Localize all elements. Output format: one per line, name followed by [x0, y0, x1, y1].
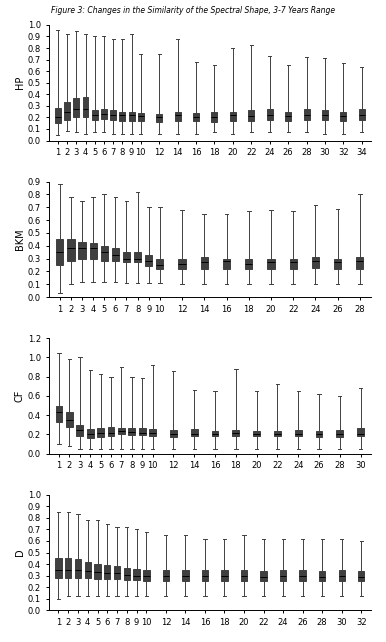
PathPatch shape [290, 259, 297, 269]
PathPatch shape [253, 431, 260, 437]
PathPatch shape [92, 110, 98, 120]
PathPatch shape [174, 112, 181, 121]
PathPatch shape [163, 570, 169, 582]
PathPatch shape [245, 259, 252, 269]
PathPatch shape [312, 257, 319, 268]
Y-axis label: CF: CF [15, 390, 25, 402]
PathPatch shape [267, 259, 274, 269]
PathPatch shape [134, 252, 141, 263]
PathPatch shape [66, 412, 73, 427]
PathPatch shape [114, 566, 120, 579]
PathPatch shape [67, 239, 74, 261]
PathPatch shape [123, 252, 130, 263]
PathPatch shape [223, 259, 230, 269]
PathPatch shape [65, 559, 71, 578]
PathPatch shape [97, 428, 104, 437]
PathPatch shape [170, 429, 177, 437]
Y-axis label: D: D [15, 549, 25, 557]
PathPatch shape [118, 428, 125, 435]
PathPatch shape [138, 113, 144, 121]
PathPatch shape [83, 96, 88, 117]
PathPatch shape [303, 109, 310, 120]
PathPatch shape [334, 259, 341, 269]
PathPatch shape [230, 112, 236, 121]
PathPatch shape [261, 571, 267, 582]
PathPatch shape [232, 429, 239, 437]
PathPatch shape [101, 109, 107, 119]
Y-axis label: BKM: BKM [15, 229, 25, 250]
PathPatch shape [143, 570, 149, 582]
PathPatch shape [124, 568, 130, 580]
PathPatch shape [156, 259, 163, 269]
PathPatch shape [340, 112, 346, 121]
PathPatch shape [356, 257, 364, 269]
PathPatch shape [55, 108, 61, 123]
PathPatch shape [129, 112, 135, 121]
PathPatch shape [75, 559, 81, 578]
PathPatch shape [76, 425, 83, 437]
PathPatch shape [149, 429, 156, 437]
PathPatch shape [87, 429, 94, 438]
PathPatch shape [358, 571, 364, 582]
PathPatch shape [212, 431, 218, 437]
PathPatch shape [119, 112, 125, 121]
PathPatch shape [182, 570, 189, 582]
PathPatch shape [85, 562, 91, 578]
PathPatch shape [339, 570, 345, 582]
PathPatch shape [108, 427, 114, 437]
PathPatch shape [316, 431, 322, 437]
PathPatch shape [212, 112, 217, 122]
PathPatch shape [73, 98, 79, 117]
PathPatch shape [319, 571, 325, 582]
PathPatch shape [295, 429, 301, 437]
PathPatch shape [64, 102, 70, 120]
PathPatch shape [202, 570, 208, 582]
PathPatch shape [139, 428, 146, 435]
PathPatch shape [145, 255, 152, 266]
PathPatch shape [78, 242, 86, 259]
PathPatch shape [274, 431, 281, 437]
PathPatch shape [193, 113, 199, 121]
PathPatch shape [104, 565, 110, 579]
Text: Figure 3: Changes in the Similarity of the Spectral Shape, 3-7 Years Range: Figure 3: Changes in the Similarity of t… [51, 6, 335, 15]
PathPatch shape [300, 570, 306, 582]
PathPatch shape [241, 570, 247, 582]
PathPatch shape [55, 559, 62, 578]
PathPatch shape [201, 257, 208, 269]
PathPatch shape [337, 429, 343, 437]
PathPatch shape [322, 110, 328, 120]
PathPatch shape [101, 246, 108, 261]
PathPatch shape [178, 259, 186, 269]
PathPatch shape [134, 569, 140, 580]
PathPatch shape [359, 109, 365, 120]
PathPatch shape [94, 564, 101, 579]
PathPatch shape [129, 428, 135, 435]
PathPatch shape [156, 114, 162, 122]
PathPatch shape [280, 570, 286, 582]
PathPatch shape [285, 112, 291, 121]
PathPatch shape [56, 239, 63, 265]
PathPatch shape [112, 248, 119, 261]
PathPatch shape [221, 570, 228, 582]
PathPatch shape [110, 110, 116, 120]
PathPatch shape [90, 243, 97, 259]
PathPatch shape [357, 428, 364, 437]
Y-axis label: HP: HP [15, 76, 25, 89]
PathPatch shape [248, 110, 254, 121]
PathPatch shape [191, 429, 198, 437]
PathPatch shape [56, 406, 63, 422]
PathPatch shape [267, 109, 273, 120]
